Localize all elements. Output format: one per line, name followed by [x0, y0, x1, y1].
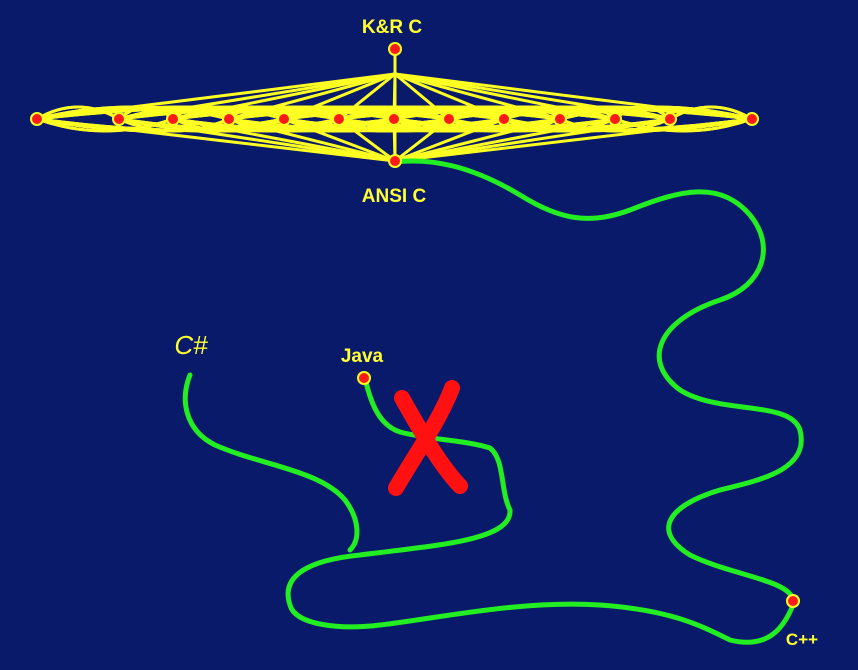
- intermediate-node: [387, 112, 401, 126]
- ansi-to-cpp-path: [392, 158, 804, 603]
- mesh-edge: [614, 117, 753, 133]
- java-label: Java: [341, 346, 384, 367]
- crossed-out-mark: [388, 380, 468, 496]
- mesh-edge: [559, 105, 753, 121]
- ansi-c-node: [388, 154, 402, 168]
- intermediate-node: [222, 112, 236, 126]
- intermediate-node: [30, 112, 44, 126]
- intermediate-node: [332, 112, 346, 126]
- intermediate-node: [442, 112, 456, 126]
- intermediate-node: [277, 112, 291, 126]
- intermediate-node: [166, 112, 180, 126]
- ansi-c-label: ANSI C: [362, 186, 427, 207]
- mesh-edge: [669, 105, 753, 121]
- intermediate-node: [497, 112, 511, 126]
- csharp-branch-path: [182, 372, 360, 553]
- mesh-edge: [228, 117, 396, 163]
- mesh-edge: [338, 117, 671, 133]
- intermediate-node: [553, 112, 567, 126]
- java-node: [357, 371, 371, 385]
- cpp-node: [786, 594, 800, 608]
- node-group: [30, 42, 800, 608]
- kr-c-label: K&R C: [362, 17, 422, 38]
- intermediate-node: [112, 112, 126, 126]
- mesh-edge: [393, 117, 753, 133]
- intermediate-node: [608, 112, 622, 126]
- mesh-edge: [36, 117, 395, 133]
- mesh-edge: [448, 105, 753, 121]
- yellow-mesh: [36, 49, 753, 163]
- intermediate-node: [663, 112, 677, 126]
- kr-c-node: [388, 42, 402, 56]
- csharp-label: C#: [174, 330, 208, 360]
- mesh-edge: [503, 117, 753, 133]
- mesh-edge: [394, 117, 561, 163]
- cpp-label: C++: [786, 630, 818, 649]
- java-to-csharp-path: [285, 375, 796, 645]
- intermediate-node: [745, 112, 759, 126]
- mesh-edge: [36, 105, 120, 121]
